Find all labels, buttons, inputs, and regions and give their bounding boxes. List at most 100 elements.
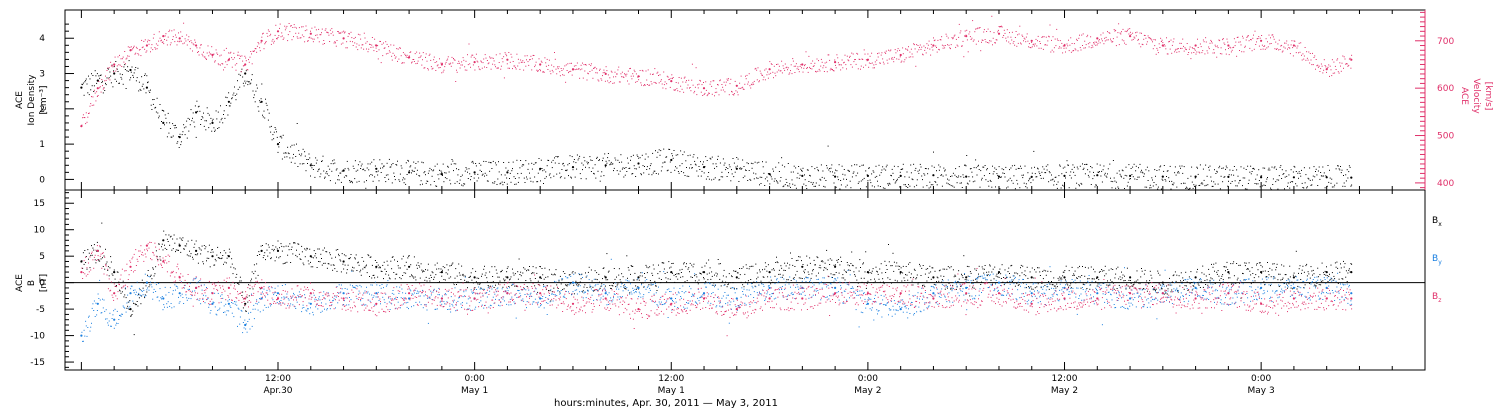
sample-point-density bbox=[548, 174, 550, 176]
sample-point-velocity bbox=[1022, 35, 1024, 37]
sample-point-density bbox=[434, 165, 436, 167]
sample-point-velocity bbox=[966, 29, 968, 31]
sample-point-bx bbox=[891, 265, 893, 267]
sample-point-velocity bbox=[1121, 31, 1122, 33]
sample-point-bx bbox=[1118, 278, 1120, 280]
sample-point-velocity bbox=[194, 41, 196, 43]
sample-point-density bbox=[1198, 185, 1200, 186]
sample-point-bx bbox=[113, 269, 115, 271]
data-point-velocity bbox=[604, 72, 607, 75]
sample-point-density bbox=[447, 166, 449, 168]
sample-point-density bbox=[1264, 167, 1266, 169]
sample-point-bx bbox=[1087, 278, 1089, 280]
sample-point-bx bbox=[769, 271, 771, 273]
sample-point-density bbox=[930, 184, 932, 186]
sample-point-density bbox=[1033, 150, 1035, 152]
sample-point-density bbox=[812, 183, 814, 185]
sample-point-velocity bbox=[1295, 45, 1297, 47]
sample-point-density bbox=[1318, 166, 1320, 168]
sample-point-density bbox=[692, 156, 694, 158]
sample-point-bx bbox=[1109, 284, 1111, 286]
sample-point-bx bbox=[404, 265, 406, 267]
sample-point-bx bbox=[689, 262, 691, 264]
sample-point-density bbox=[753, 178, 755, 180]
sample-point-velocity bbox=[711, 93, 713, 95]
sample-point-density bbox=[702, 163, 704, 165]
sample-point-bx bbox=[624, 287, 626, 289]
sample-point-density bbox=[1171, 180, 1173, 182]
sample-point-velocity bbox=[439, 67, 441, 68]
sample-point-bx bbox=[680, 272, 682, 273]
sample-point-bx bbox=[660, 279, 662, 280]
sample-point-velocity bbox=[915, 65, 917, 67]
sample-point-velocity bbox=[334, 41, 336, 43]
sample-point-bx bbox=[365, 265, 367, 267]
sample-point-bx bbox=[1117, 266, 1119, 268]
sample-point-bx bbox=[487, 285, 489, 286]
sample-point-density bbox=[1002, 172, 1004, 174]
sample-point-density bbox=[1135, 170, 1137, 172]
sample-point-velocity bbox=[1315, 59, 1317, 60]
sample-point-velocity bbox=[1131, 39, 1133, 41]
sample-point-density bbox=[999, 188, 1001, 190]
sample-point-velocity bbox=[599, 69, 600, 71]
sample-point-velocity bbox=[1288, 47, 1290, 48]
sample-point-bx bbox=[754, 285, 756, 287]
sample-point-velocity bbox=[321, 28, 323, 30]
sample-point-bx bbox=[849, 265, 850, 267]
sample-point-density bbox=[189, 118, 190, 120]
sample-point-density bbox=[1163, 165, 1165, 166]
sample-point-velocity bbox=[236, 63, 238, 65]
sample-point-bx bbox=[579, 281, 581, 283]
sample-point-density bbox=[408, 160, 409, 162]
sample-point-density bbox=[217, 111, 219, 113]
sample-point-velocity bbox=[850, 64, 852, 66]
sample-point-bx bbox=[91, 245, 92, 247]
sample-point-bx bbox=[500, 271, 502, 272]
sample-point-velocity bbox=[1068, 39, 1069, 41]
sample-point-density bbox=[993, 171, 995, 173]
sample-point-bx bbox=[770, 279, 772, 281]
sample-point-density bbox=[866, 174, 868, 176]
sample-point-velocity bbox=[1270, 37, 1271, 39]
sample-point-bx bbox=[658, 264, 659, 266]
sample-point-density bbox=[969, 168, 971, 170]
sample-point-bx bbox=[147, 270, 149, 271]
sample-point-density bbox=[1306, 187, 1308, 189]
sample-point-velocity bbox=[875, 63, 877, 65]
sample-point-bx bbox=[388, 274, 390, 276]
sample-point-velocity bbox=[962, 40, 964, 42]
sample-point-bx bbox=[585, 272, 586, 274]
sample-point-bx bbox=[391, 268, 393, 270]
sample-point-bx bbox=[1089, 288, 1091, 290]
sample-point-velocity bbox=[1320, 63, 1322, 65]
sample-point-bx bbox=[725, 276, 727, 278]
sample-point-bx bbox=[765, 266, 767, 268]
sample-point-bx bbox=[133, 334, 135, 336]
sample-point-bx bbox=[832, 277, 833, 278]
sample-point-density bbox=[411, 172, 412, 174]
sample-point-velocity bbox=[180, 40, 182, 42]
sample-point-velocity bbox=[760, 72, 762, 74]
sample-point-bx bbox=[950, 266, 952, 268]
sample-point-density bbox=[725, 169, 727, 171]
sample-point-velocity bbox=[833, 70, 835, 72]
sample-point-density bbox=[1118, 170, 1120, 172]
sample-point-bx bbox=[166, 249, 168, 250]
sample-point-density bbox=[1203, 179, 1205, 181]
sample-point-velocity bbox=[108, 67, 110, 69]
sample-point-density bbox=[1250, 173, 1252, 175]
data-point-velocity bbox=[473, 61, 476, 64]
sample-point-velocity bbox=[746, 74, 748, 76]
sample-point-velocity bbox=[1103, 43, 1105, 45]
sample-point-velocity bbox=[860, 68, 861, 70]
sample-point-density bbox=[1065, 177, 1066, 179]
sample-point-density bbox=[1324, 187, 1326, 189]
sample-point-velocity bbox=[550, 73, 552, 75]
sample-point-density bbox=[843, 178, 845, 180]
sample-point-density bbox=[146, 75, 148, 77]
sample-point-bx bbox=[301, 251, 303, 253]
sample-point-velocity bbox=[279, 27, 280, 29]
sample-point-density bbox=[705, 156, 707, 158]
sample-point-velocity bbox=[470, 56, 472, 58]
